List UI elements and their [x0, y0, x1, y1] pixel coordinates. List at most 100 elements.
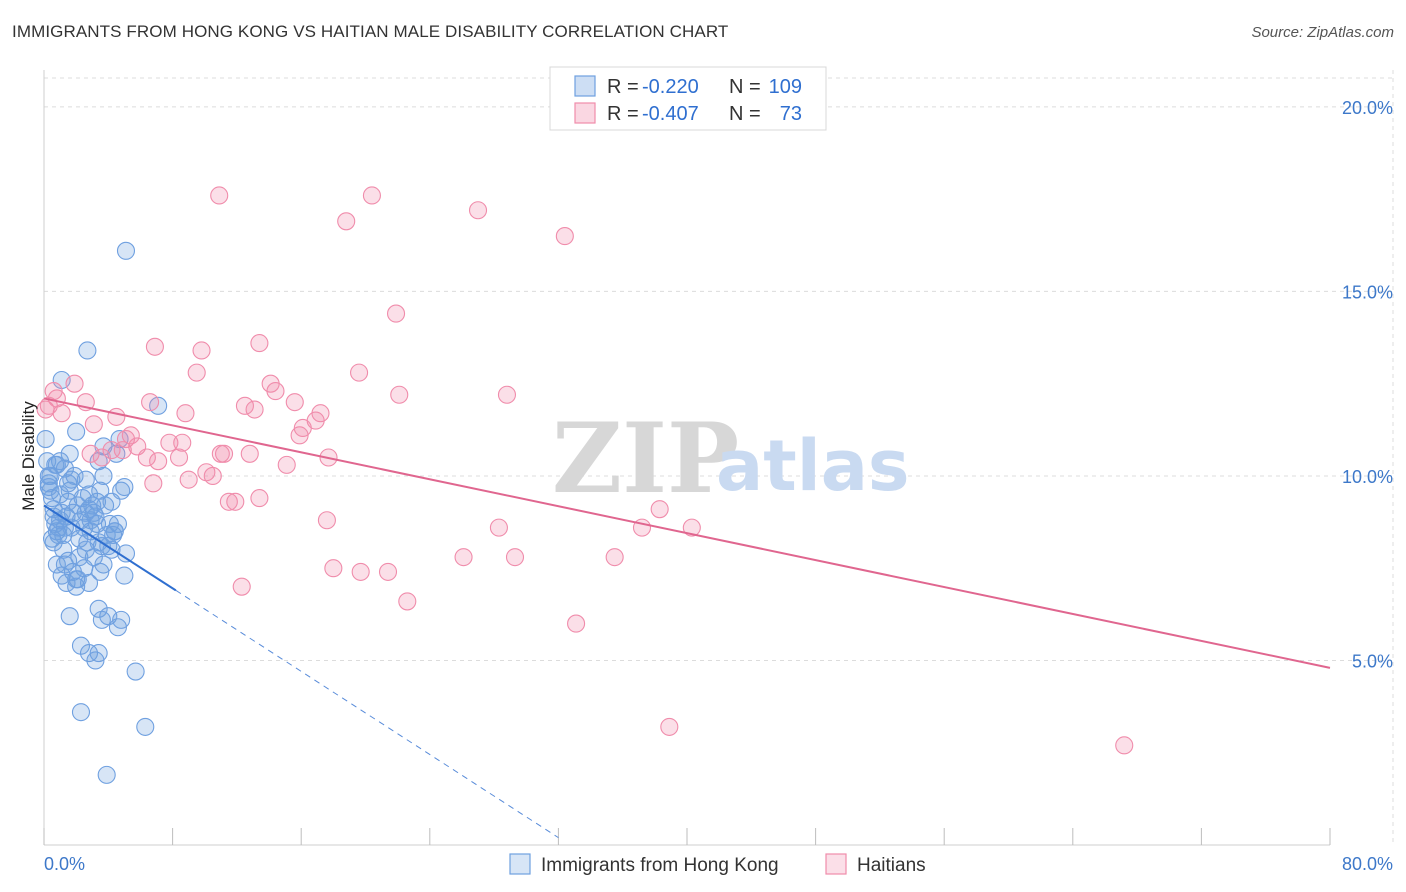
- data-point: [250, 334, 269, 353]
- data-point: [277, 455, 296, 474]
- data-point: [44, 533, 63, 552]
- data-point: [176, 404, 195, 423]
- data-point: [362, 186, 381, 205]
- data-point: [70, 529, 89, 548]
- data-point: [682, 518, 701, 537]
- series-legend-label: Immigrants from Hong Kong: [541, 855, 779, 876]
- axes: [43, 70, 1331, 846]
- data-point: [68, 570, 87, 589]
- legend-n-label: N =: [729, 76, 761, 98]
- data-point: [91, 481, 110, 500]
- data-point: [55, 555, 74, 574]
- y-tick-label: 20.0%: [1342, 98, 1393, 118]
- y-tick-label: 10.0%: [1342, 467, 1393, 487]
- data-point: [141, 393, 160, 412]
- data-point: [87, 514, 107, 533]
- data-point: [36, 429, 55, 449]
- data-point: [89, 644, 108, 663]
- data-point: [47, 455, 66, 474]
- data-point: [232, 577, 251, 596]
- data-point: [245, 400, 264, 419]
- data-point: [57, 573, 76, 593]
- series-haitians: [36, 186, 1134, 755]
- data-point: [454, 548, 473, 567]
- data-point: [63, 503, 82, 522]
- data-point: [240, 444, 259, 463]
- legend-r-value: -0.220: [642, 76, 699, 98]
- data-point: [179, 470, 198, 489]
- data-point: [468, 201, 488, 220]
- data-point: [70, 548, 89, 567]
- data-point: [59, 474, 78, 493]
- data-point: [39, 477, 58, 497]
- source-credit: Source: ZipAtlas.com: [1251, 24, 1394, 41]
- y-tick-label: 5.0%: [1352, 651, 1393, 671]
- data-point: [605, 548, 624, 567]
- y-axis-label: Male Disability: [19, 401, 38, 511]
- data-point: [76, 470, 95, 489]
- y-tick-label: 15.0%: [1342, 282, 1393, 302]
- data-point: [89, 599, 108, 618]
- trend-line-extension: [175, 589, 559, 839]
- data-point: [65, 466, 84, 486]
- data-point: [112, 610, 131, 629]
- data-point: [324, 559, 343, 578]
- data-point: [71, 703, 91, 722]
- trend-lines: [43, 397, 1331, 839]
- legend-swatch: [574, 102, 596, 124]
- legend-n-label: N =: [729, 103, 761, 125]
- data-point: [60, 607, 79, 626]
- data-point: [497, 385, 517, 404]
- correlation-legend: R = -0.220 N = 109 R = -0.407 N = 73: [549, 66, 827, 131]
- data-point: [105, 522, 124, 541]
- data-point: [116, 241, 136, 260]
- data-point: [79, 644, 99, 663]
- data-point: [192, 341, 211, 360]
- data-point: [144, 474, 163, 493]
- data-point: [398, 592, 417, 611]
- data-point: [169, 448, 189, 467]
- watermark-zip: ZIP: [552, 402, 739, 515]
- data-point: [137, 448, 156, 467]
- data-point: [1115, 736, 1134, 755]
- legend-swatch: [574, 75, 596, 97]
- trend-line: [43, 504, 177, 592]
- data-point: [92, 448, 111, 467]
- data-point: [136, 717, 155, 736]
- series-legend-swatch: [825, 853, 847, 875]
- watermark-atlas: atlas: [716, 425, 910, 507]
- data-point: [173, 433, 192, 452]
- data-point: [94, 466, 113, 486]
- data-point: [149, 452, 168, 471]
- legend-n-value: 109: [769, 76, 802, 98]
- data-point: [386, 304, 406, 323]
- data-point: [235, 396, 254, 415]
- data-point: [505, 548, 525, 567]
- data-point: [285, 393, 304, 412]
- trend-line: [43, 397, 1331, 669]
- data-point: [126, 662, 145, 681]
- data-point: [91, 562, 110, 581]
- data-point: [81, 522, 100, 541]
- data-point: [160, 433, 179, 452]
- data-point: [350, 363, 369, 382]
- data-point: [567, 614, 586, 633]
- data-point: [187, 363, 206, 382]
- data-point: [96, 496, 115, 515]
- data-point: [115, 477, 134, 497]
- data-point: [115, 566, 134, 585]
- data-point: [67, 577, 86, 596]
- data-point: [317, 511, 336, 530]
- series-legend-label: Haitians: [857, 855, 926, 876]
- data-point: [97, 765, 116, 784]
- y-tick-labels: 5.0% 10.0% 15.0% 20.0%: [1342, 98, 1393, 672]
- data-point: [311, 404, 330, 423]
- data-point: [266, 382, 285, 401]
- data-point: [92, 610, 111, 629]
- data-point: [73, 489, 92, 508]
- data-point: [107, 407, 126, 426]
- data-point: [390, 385, 409, 404]
- data-point: [52, 404, 71, 423]
- data-point: [203, 466, 222, 486]
- x-tick-labels: 0.0% 80.0%: [44, 854, 1393, 874]
